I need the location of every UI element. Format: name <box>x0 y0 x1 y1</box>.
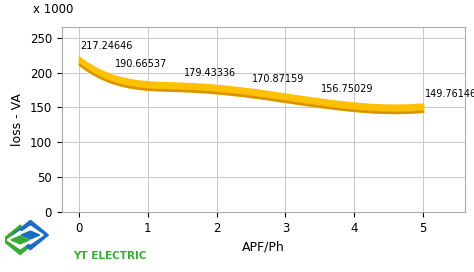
X-axis label: APF/Ph: APF/Ph <box>242 240 284 254</box>
Y-axis label: loss - VA: loss - VA <box>11 93 24 146</box>
Text: 190.66537: 190.66537 <box>115 59 167 69</box>
Polygon shape <box>11 236 29 244</box>
Text: 149.76146: 149.76146 <box>425 89 474 98</box>
Polygon shape <box>2 225 38 255</box>
Text: 170.87159: 170.87159 <box>252 74 305 84</box>
Text: 217.24646: 217.24646 <box>80 41 133 51</box>
Text: YT ELECTRIC: YT ELECTRIC <box>73 251 147 261</box>
Text: x 1000: x 1000 <box>33 3 74 16</box>
Text: 179.43336: 179.43336 <box>183 68 236 78</box>
Polygon shape <box>21 231 40 239</box>
Polygon shape <box>12 220 48 250</box>
Polygon shape <box>18 226 43 244</box>
Polygon shape <box>7 231 33 249</box>
Text: 156.75029: 156.75029 <box>321 84 374 94</box>
